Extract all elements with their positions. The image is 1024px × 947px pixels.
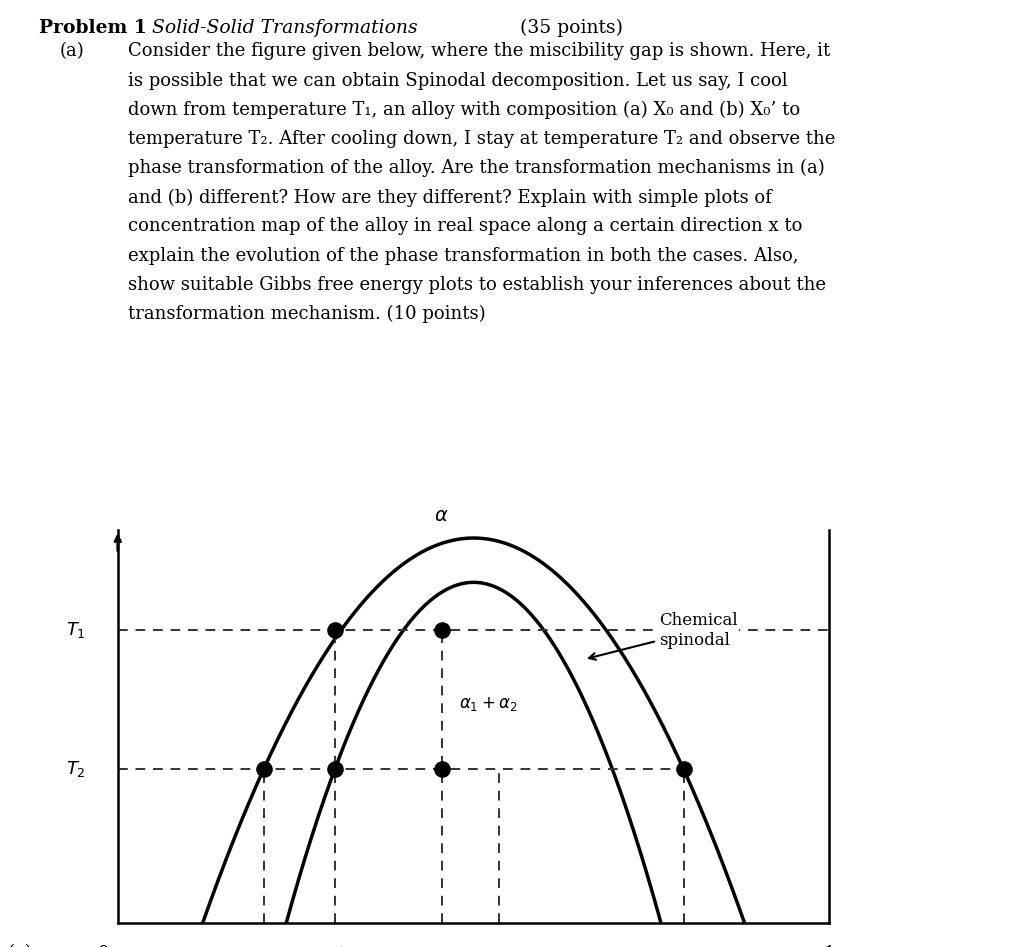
Text: explain the evolution of the phase transformation in both the cases. Also,: explain the evolution of the phase trans… bbox=[128, 246, 799, 264]
Text: phase transformation of the alloy. Are the transformation mechanisms in (a): phase transformation of the alloy. Are t… bbox=[128, 159, 824, 177]
Text: Solid-Solid Transformations: Solid-Solid Transformations bbox=[152, 19, 417, 37]
Point bbox=[255, 761, 271, 777]
Text: (35 points): (35 points) bbox=[520, 19, 624, 37]
Text: 0: 0 bbox=[97, 944, 110, 947]
Point bbox=[327, 623, 343, 638]
Text: $T_1$: $T_1$ bbox=[66, 620, 86, 640]
Text: Consider the figure given below, where the miscibility gap is shown. Here, it: Consider the figure given below, where t… bbox=[128, 43, 830, 61]
Text: and (b) different? How are they different? Explain with simple plots of: and (b) different? How are they differen… bbox=[128, 188, 772, 206]
Text: concentration map of the alloy in real space along a certain direction x to: concentration map of the alloy in real s… bbox=[128, 218, 803, 236]
Text: $X_2$: $X_2$ bbox=[673, 944, 694, 947]
Text: $\alpha_1 + \alpha_2$: $\alpha_1 + \alpha_2$ bbox=[460, 695, 518, 713]
Text: transformation mechanism. (10 points): transformation mechanism. (10 points) bbox=[128, 305, 485, 323]
Text: $X_0'$: $X_0'$ bbox=[324, 944, 346, 947]
Text: is possible that we can obtain Spinodal decomposition. Let us say, I cool: is possible that we can obtain Spinodal … bbox=[128, 72, 787, 90]
Text: temperature T₂. After cooling down, I stay at temperature T₂ and observe the: temperature T₂. After cooling down, I st… bbox=[128, 130, 836, 148]
Text: Chemical
spinodal: Chemical spinodal bbox=[589, 612, 737, 660]
Point bbox=[433, 623, 450, 638]
Text: $\alpha$: $\alpha$ bbox=[434, 507, 449, 525]
Text: (a): (a) bbox=[59, 43, 84, 61]
Point bbox=[327, 761, 343, 777]
Text: down from temperature T₁, an alloy with composition (a) X₀ and (b) X₀’ to: down from temperature T₁, an alloy with … bbox=[128, 100, 800, 119]
Point bbox=[433, 761, 450, 777]
Text: $X_1$: $X_1$ bbox=[253, 944, 274, 947]
Text: $X_0$: $X_0$ bbox=[430, 944, 453, 947]
Text: $T_2$: $T_2$ bbox=[66, 759, 86, 779]
Text: Problem 1: Problem 1 bbox=[39, 19, 146, 37]
Text: $X_B$: $X_B$ bbox=[487, 944, 510, 947]
Text: (a): (a) bbox=[7, 944, 32, 947]
Point bbox=[676, 761, 692, 777]
Text: show suitable Gibbs free energy plots to establish your inferences about the: show suitable Gibbs free energy plots to… bbox=[128, 276, 826, 294]
Text: 1: 1 bbox=[823, 944, 836, 947]
